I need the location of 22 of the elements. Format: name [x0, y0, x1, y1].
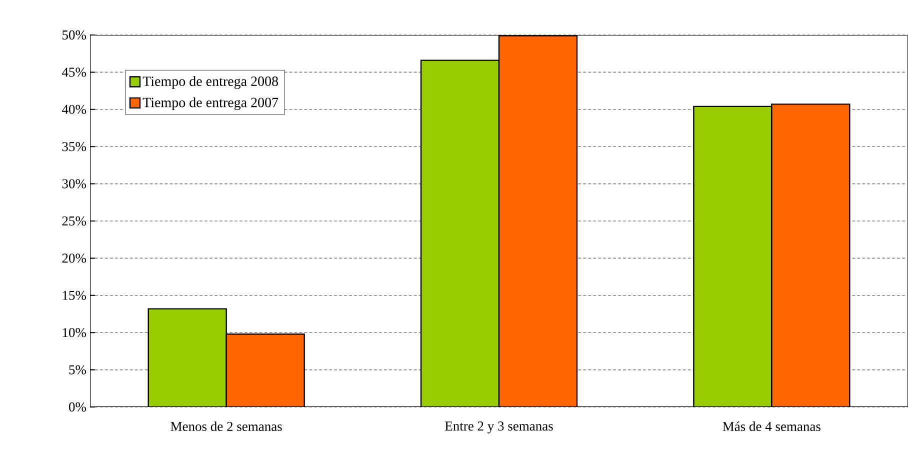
y-tick-label: 25%	[62, 216, 86, 226]
bar	[771, 104, 850, 407]
y-tick-label: 20%	[62, 254, 86, 263]
bar	[499, 36, 577, 407]
bar	[421, 60, 500, 407]
x-tick-label: Entre 2 y 3 semanas	[445, 422, 553, 434]
y-tick-label: 15%	[62, 290, 86, 300]
bar	[148, 308, 226, 407]
y-tick-label: 5%	[69, 365, 86, 374]
x-tick-label: Más de 4 semanas	[722, 422, 820, 432]
y-tick-label: 35%	[62, 142, 86, 152]
y-tick-label: 45%	[62, 68, 86, 77]
legend-label: Tiempo de entrega 2007	[142, 97, 278, 110]
bar	[693, 106, 772, 407]
y-tick-label: 40%	[62, 104, 86, 114]
y-tick-label: 30%	[62, 179, 86, 188]
bar	[226, 334, 304, 407]
x-tick-label: Menos de 2 semanas	[170, 422, 282, 432]
y-tick-label: 10%	[62, 328, 86, 338]
legend-label: Tiempo de entrega 2008	[142, 76, 278, 89]
y-tick-label: 0%	[69, 402, 86, 412]
y-tick-label: 50%	[62, 30, 86, 40]
